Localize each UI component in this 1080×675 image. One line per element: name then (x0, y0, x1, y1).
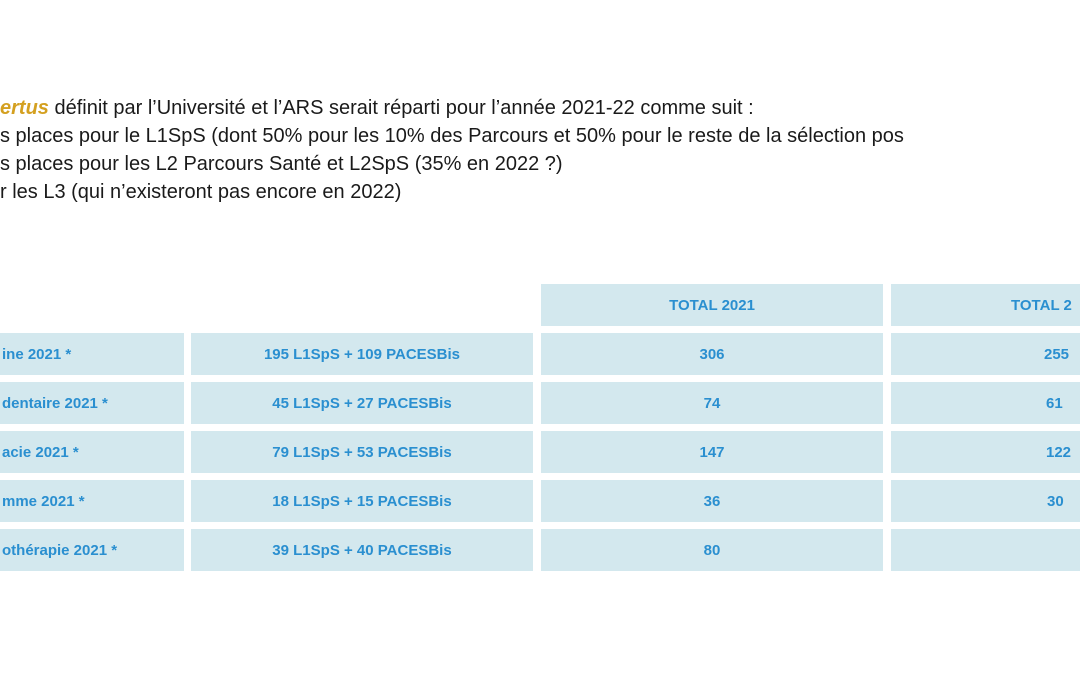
intro-line-1-text: définit par l’Université et l’ARS serait… (48, 97, 754, 119)
row-label: dentaire 2021 * (0, 382, 184, 424)
row-total-2021: 36 (541, 480, 883, 522)
intro-accent-word: ertus (0, 97, 49, 119)
row-total-next: 61 (891, 382, 1080, 424)
row-total-2021: 147 (541, 431, 883, 473)
intro-text: ertus définit par l’Université et l’ARS … (0, 94, 1080, 206)
header-total-next: TOTAL 2 (891, 284, 1080, 326)
row-label: acie 2021 * (0, 431, 184, 473)
row-detail: 195 L1SpS + 109 PACESBis (191, 333, 533, 375)
row-total-next: 255 (891, 333, 1080, 375)
row-detail: 45 L1SpS + 27 PACESBis (191, 382, 533, 424)
row-total-2021: 306 (541, 333, 883, 375)
row-label: mme 2021 * (0, 480, 184, 522)
row-total-next: 122 (891, 431, 1080, 473)
row-detail: 39 L1SpS + 40 PACESBis (191, 529, 533, 571)
header-total-2021: TOTAL 2021 (541, 284, 883, 326)
row-total-2021: 80 (541, 529, 883, 571)
intro-line-4: r les L3 (qui n’existeront pas encore en… (0, 181, 402, 203)
row-total-next: 30 (891, 480, 1080, 522)
intro-line-3: s places pour les L2 Parcours Santé et L… (0, 153, 563, 175)
row-label: ine 2021 * (0, 333, 184, 375)
row-detail: 18 L1SpS + 15 PACESBis (191, 480, 533, 522)
row-total-next (891, 529, 1080, 571)
row-label: othérapie 2021 * (0, 529, 184, 571)
row-total-2021: 74 (541, 382, 883, 424)
intro-line-2: s places pour le L1SpS (dont 50% pour le… (0, 125, 904, 147)
row-detail: 79 L1SpS + 53 PACESBis (191, 431, 533, 473)
intro-line-1: ertus définit par l’Université et l’ARS … (0, 94, 1080, 122)
